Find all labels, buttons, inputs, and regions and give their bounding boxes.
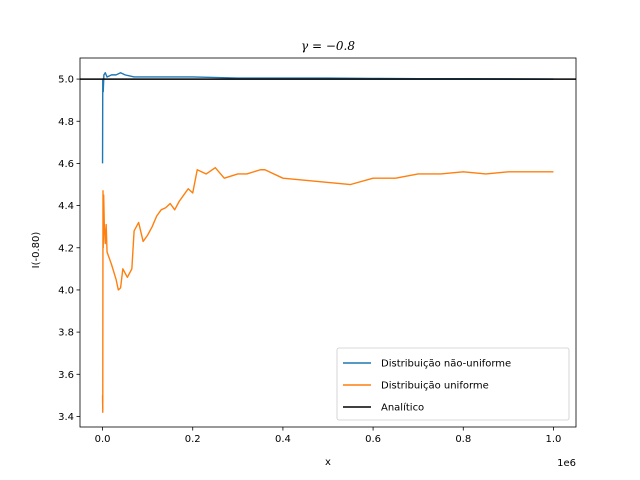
y-tick-label: 4.0 xyxy=(58,285,74,296)
plot-area xyxy=(80,72,576,413)
legend: Distribuição não-uniforme Distribuição un… xyxy=(336,347,570,421)
legend-label: Distribuição não-uniforme xyxy=(381,359,511,370)
legend-box xyxy=(336,347,570,421)
x-axis-offset-label: 1e6 xyxy=(557,458,576,469)
legend-label: Analítico xyxy=(381,402,424,414)
series-line-1 xyxy=(101,166,554,413)
y-axis-label: I(-0.80) xyxy=(31,232,42,269)
x-axis-label: x xyxy=(325,457,331,468)
y-tick-label: 4.8 xyxy=(58,117,74,128)
y-tick-label: 3.8 xyxy=(58,328,74,339)
y-tick-label: 5.0 xyxy=(58,75,74,86)
y-tick-label: 3.6 xyxy=(58,370,74,381)
y-tick-label: 3.4 xyxy=(58,412,74,423)
y-tick-label: 4.4 xyxy=(58,201,74,212)
y-tick-label: 4.2 xyxy=(58,243,74,254)
x-tick-label: 0.2 xyxy=(185,434,201,445)
x-tick-label: 1.0 xyxy=(546,434,562,445)
legend-label: Distribuição uniforme xyxy=(381,381,489,392)
chart-title: γ = −0.8 xyxy=(301,39,355,53)
series-group xyxy=(80,72,576,413)
axes: 0.0 0.2 0.4 0.6 0.8 1.0 3.4 3.6 3.8 4.0 4.2 4.4 4.6 4… xyxy=(58,57,577,445)
x-tick-label: 0.4 xyxy=(275,434,291,445)
x-tick-label: 0.6 xyxy=(365,434,381,445)
axes-frame xyxy=(79,57,577,428)
y-tick-label: 4.6 xyxy=(58,159,74,170)
x-tick-label: 0.0 xyxy=(95,434,111,445)
x-tick-label: 0.8 xyxy=(455,434,471,445)
